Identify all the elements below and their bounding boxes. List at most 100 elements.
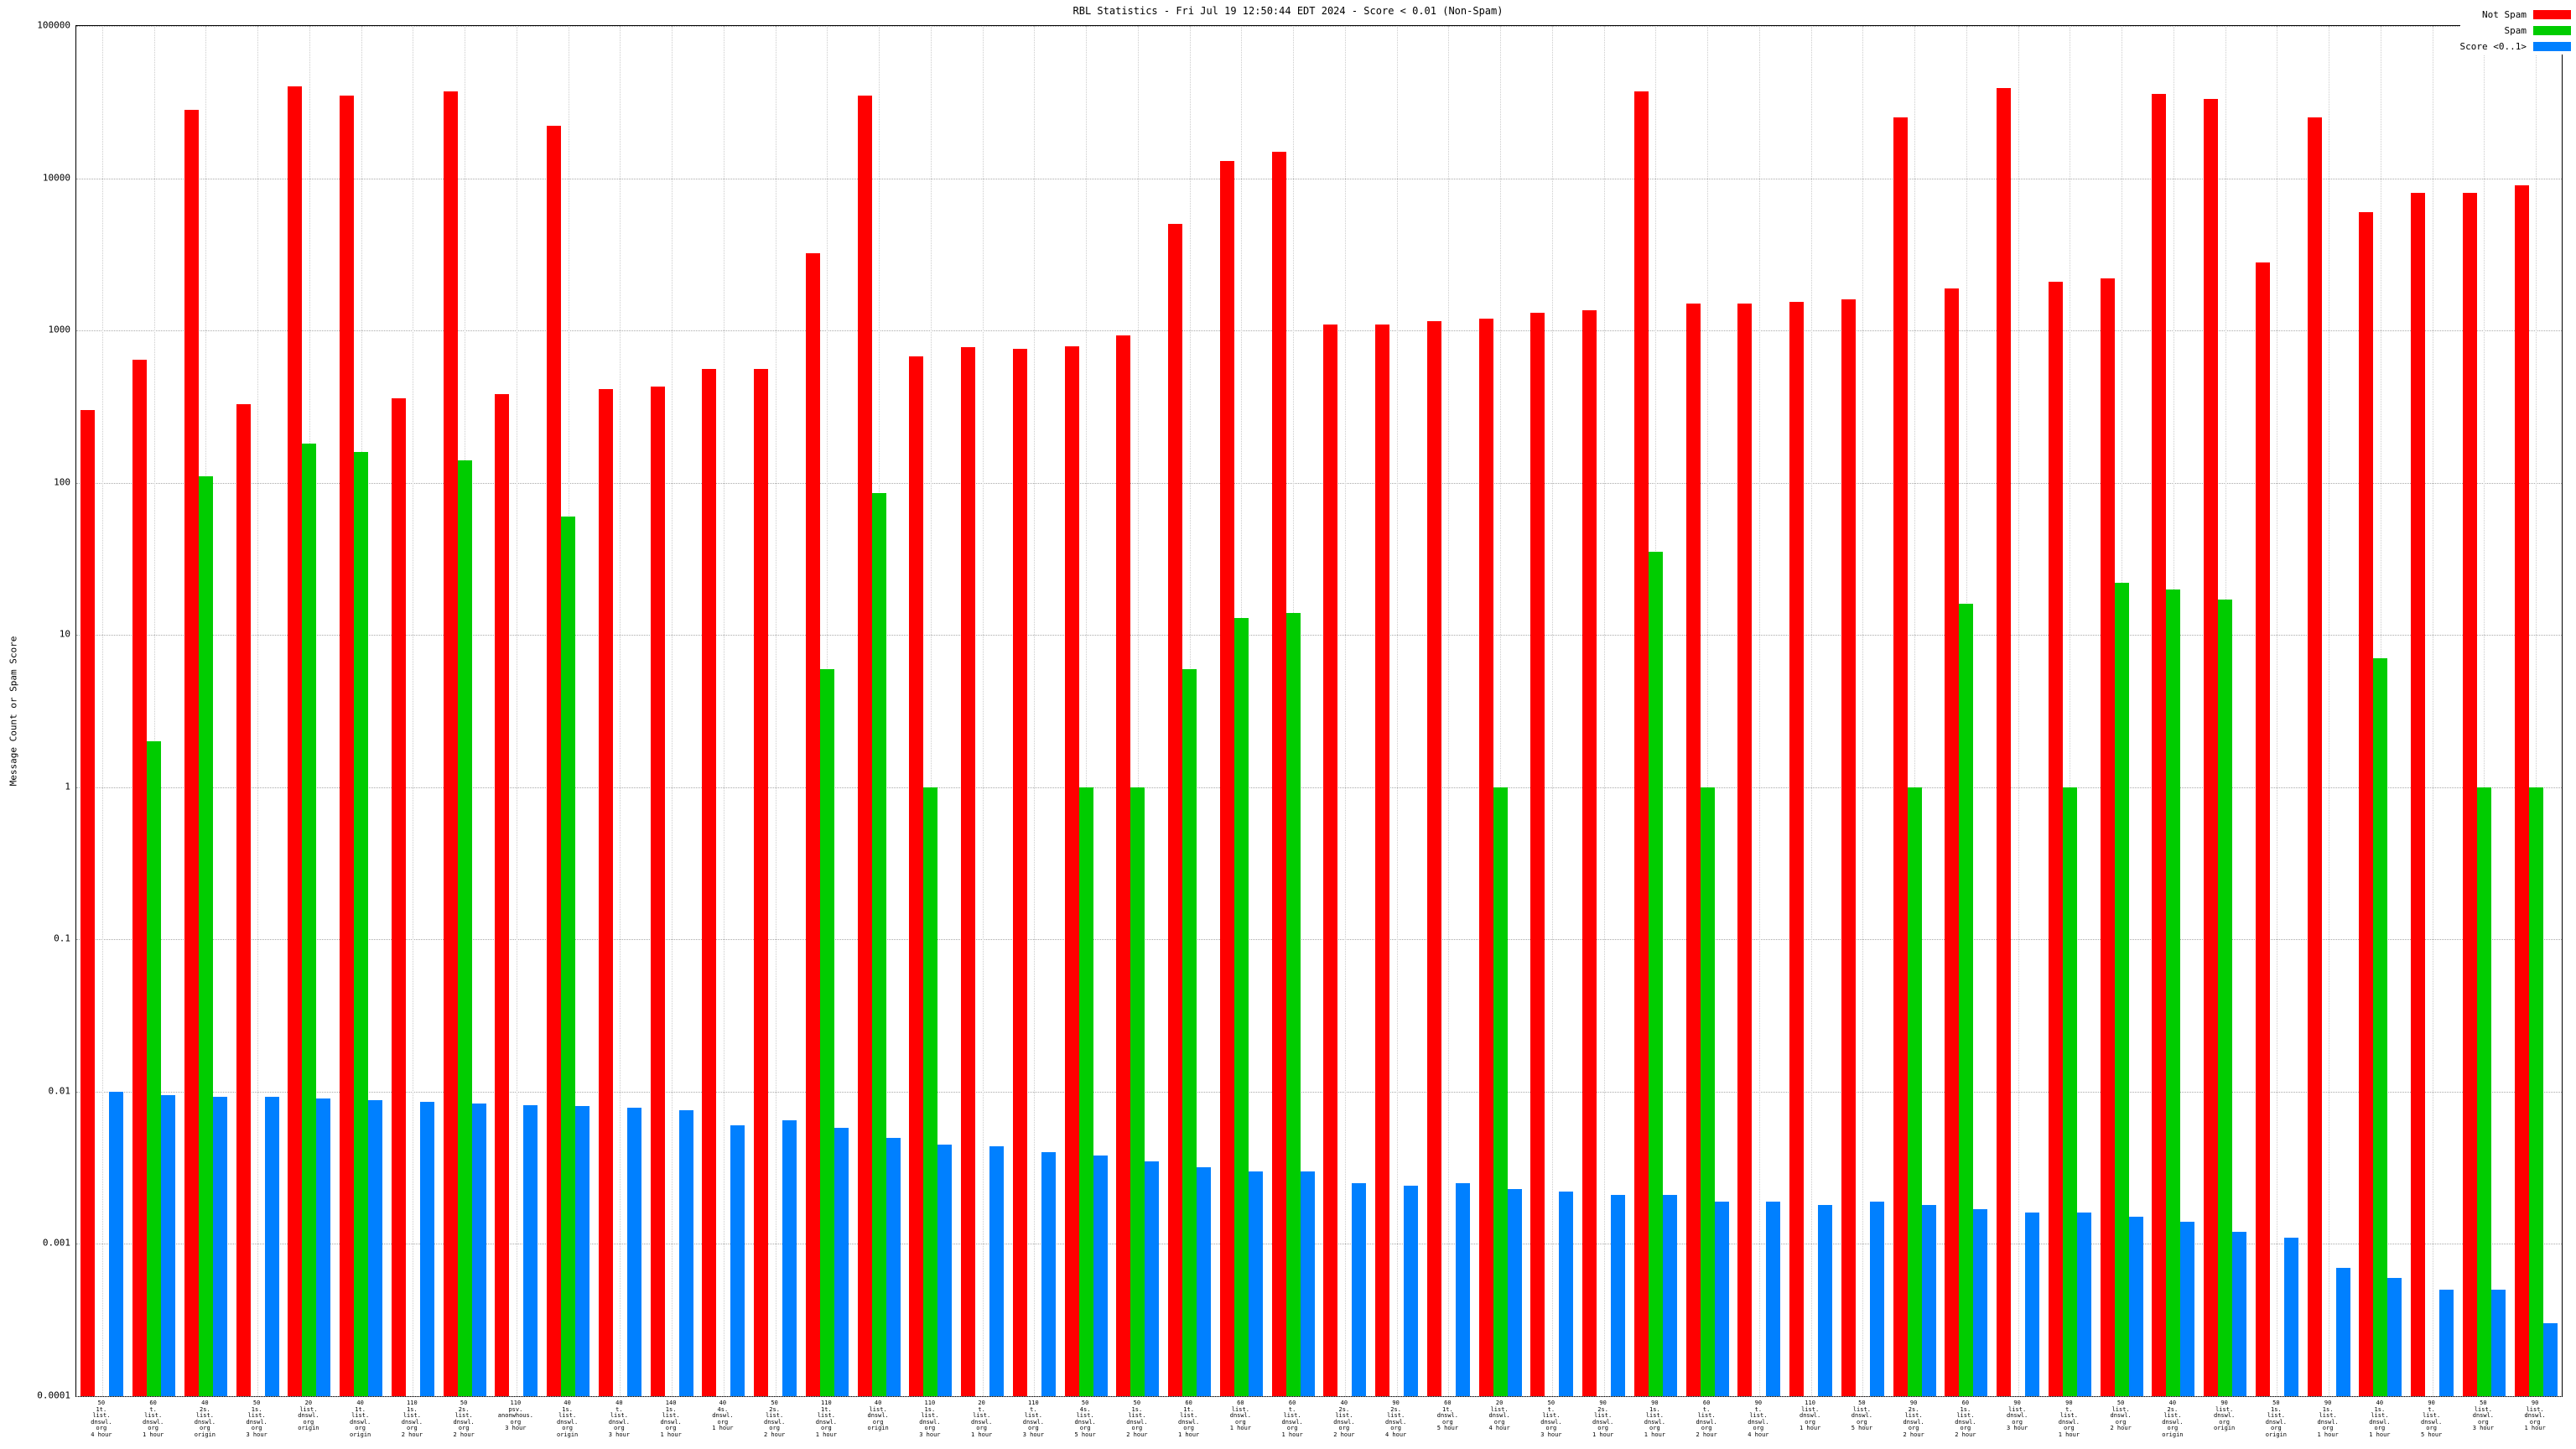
- bar-score-0-1: [1455, 1183, 1470, 1396]
- bar-score-0-1: [1662, 1194, 1677, 1396]
- gridline-vertical: [1500, 26, 1502, 1396]
- bar-score-0-1: [1818, 1205, 1833, 1396]
- bar-spam: [2373, 658, 2388, 1396]
- gridline-vertical: [1707, 26, 1709, 1396]
- bar-not-spam: [2359, 211, 2374, 1396]
- x-tick-label: 50 1s. list. dnswl. org 3 hour: [246, 1400, 267, 1438]
- bar-score-0-1: [2490, 1290, 2506, 1396]
- bar-score-0-1: [2439, 1290, 2454, 1396]
- y-tick-label: 0.0001: [37, 1389, 70, 1401]
- bar-score-0-1: [834, 1127, 849, 1396]
- bar-not-spam: [1737, 304, 1753, 1396]
- bar-not-spam: [288, 86, 303, 1396]
- x-tick-label: 110 psv. anonwhous. org 3 hour: [497, 1400, 533, 1432]
- bar-not-spam: [2100, 278, 2115, 1396]
- bar-score-0-1: [2542, 1323, 2558, 1396]
- bar-not-spam: [1841, 299, 1856, 1396]
- bar-not-spam: [805, 253, 820, 1396]
- bar-spam: [819, 668, 834, 1396]
- bar-not-spam: [391, 397, 406, 1396]
- gridline-vertical: [2484, 26, 2485, 1396]
- x-tick-label: 50 list. dnswl. org 5 hour: [1851, 1400, 1873, 1432]
- bar-not-spam: [2462, 193, 2477, 1396]
- bar-spam: [1285, 612, 1301, 1396]
- x-tick-label: 50 2s. list. dnswl. org 2 hour: [763, 1400, 786, 1438]
- bar-score-0-1: [782, 1119, 797, 1396]
- x-tick-label: 90 t. list. dnswl. org 4 hour: [1748, 1400, 1769, 1438]
- x-tick-label: 50 t. list. dnswl. org 3 hour: [1540, 1400, 1562, 1438]
- bar-score-0-1: [2076, 1213, 2091, 1396]
- gridline-vertical: [1086, 26, 1088, 1396]
- x-tick-label: 20 list. dnswl. org 4 hour: [1488, 1400, 1510, 1432]
- x-tick-label: 50 list. dnswl. org 2 hour: [2110, 1400, 2132, 1432]
- legend-swatch: [2533, 42, 2571, 51]
- x-tick-label: 60 1s. list. dnswl. org 2 hour: [1955, 1400, 1976, 1438]
- bar-spam: [1182, 668, 1197, 1396]
- bar-score-0-1: [471, 1103, 486, 1396]
- gridline-vertical: [257, 26, 259, 1396]
- legend-label: Spam: [2504, 25, 2527, 36]
- gridline-vertical: [1344, 26, 1346, 1396]
- legend-swatch: [2533, 26, 2571, 35]
- gridline-horizontal: [76, 787, 2562, 788]
- bar-score-0-1: [1559, 1192, 1574, 1396]
- bar-not-spam: [1685, 304, 1701, 1396]
- bar-score-0-1: [989, 1145, 1005, 1396]
- x-tick-label: 110 1s. list. dnswl. org 3 hour: [919, 1400, 941, 1438]
- legend-row: Score <0..1>: [2460, 39, 2571, 55]
- bar-not-spam: [1582, 310, 1597, 1396]
- legend-row: Spam: [2460, 23, 2571, 39]
- x-tick-label: 40 2s. list. dnswl. org 2 hour: [1333, 1400, 1355, 1438]
- bar-score-0-1: [161, 1094, 176, 1396]
- bar-not-spam: [1426, 321, 1441, 1396]
- gridline-vertical: [1810, 26, 1812, 1396]
- bar-spam: [2476, 787, 2491, 1396]
- bar-spam: [457, 460, 472, 1396]
- bar-score-0-1: [1714, 1201, 1729, 1396]
- legend-row: Not Spam: [2460, 7, 2571, 23]
- x-tick-label: 90 1s. list. dnswl. org 1 hour: [2317, 1400, 2339, 1438]
- bar-score-0-1: [1041, 1152, 1056, 1396]
- gridline-vertical: [1862, 26, 1864, 1396]
- y-tick-label: 100000: [37, 19, 70, 31]
- x-tick-label: 110 1s. list. dnswl. org 2 hour: [401, 1400, 423, 1438]
- bar-spam: [1078, 787, 1093, 1396]
- bar-score-0-1: [1869, 1201, 1884, 1396]
- gridline-vertical: [672, 26, 673, 1396]
- bar-score-0-1: [886, 1137, 901, 1396]
- bar-score-0-1: [109, 1091, 124, 1396]
- x-tick-label: 20 list. dnswl. org origin: [298, 1400, 319, 1432]
- legend-label: Score <0..1>: [2459, 41, 2527, 52]
- bar-spam: [2062, 787, 2077, 1396]
- bar-score-0-1: [1300, 1171, 1315, 1396]
- legend-swatch: [2533, 10, 2571, 19]
- gridline-horizontal: [76, 939, 2562, 941]
- bar-not-spam: [340, 95, 355, 1396]
- x-tick-label: 140 1s. list. dnswl. org 1 hour: [660, 1400, 682, 1438]
- bar-not-spam: [857, 95, 872, 1396]
- bar-spam: [198, 476, 213, 1396]
- x-tick-label: 90 t. list. dnswl. org 5 hour: [2420, 1400, 2443, 1438]
- bar-not-spam: [1530, 313, 1545, 1396]
- bar-score-0-1: [937, 1144, 953, 1396]
- gridline-vertical: [930, 26, 932, 1396]
- x-tick-label: 60 1t. dnswl. org 5 hour: [1436, 1400, 1459, 1432]
- bar-spam: [2218, 600, 2233, 1396]
- bar-not-spam: [1219, 160, 1234, 1396]
- y-tick-label: 0.1: [54, 932, 70, 944]
- x-tick-label: 90 t. list. dnswl. org 1 hour: [2058, 1400, 2080, 1438]
- bar-not-spam: [1271, 151, 1286, 1396]
- gridline-vertical: [1137, 26, 1139, 1396]
- x-tick-label: 50 4s. list. dnswl. org 5 hour: [1074, 1400, 1096, 1438]
- x-tick-label: 40 1t. list. dnswl. org origin: [349, 1400, 371, 1438]
- bar-not-spam: [1323, 324, 1338, 1396]
- bar-spam: [1907, 787, 1922, 1396]
- bar-score-0-1: [368, 1099, 383, 1396]
- bar-score-0-1: [1766, 1201, 1781, 1396]
- bar-not-spam: [1012, 348, 1027, 1396]
- bar-not-spam: [184, 110, 199, 1396]
- bar-not-spam: [2411, 193, 2426, 1396]
- bar-score-0-1: [419, 1101, 434, 1396]
- bar-score-0-1: [2335, 1267, 2350, 1396]
